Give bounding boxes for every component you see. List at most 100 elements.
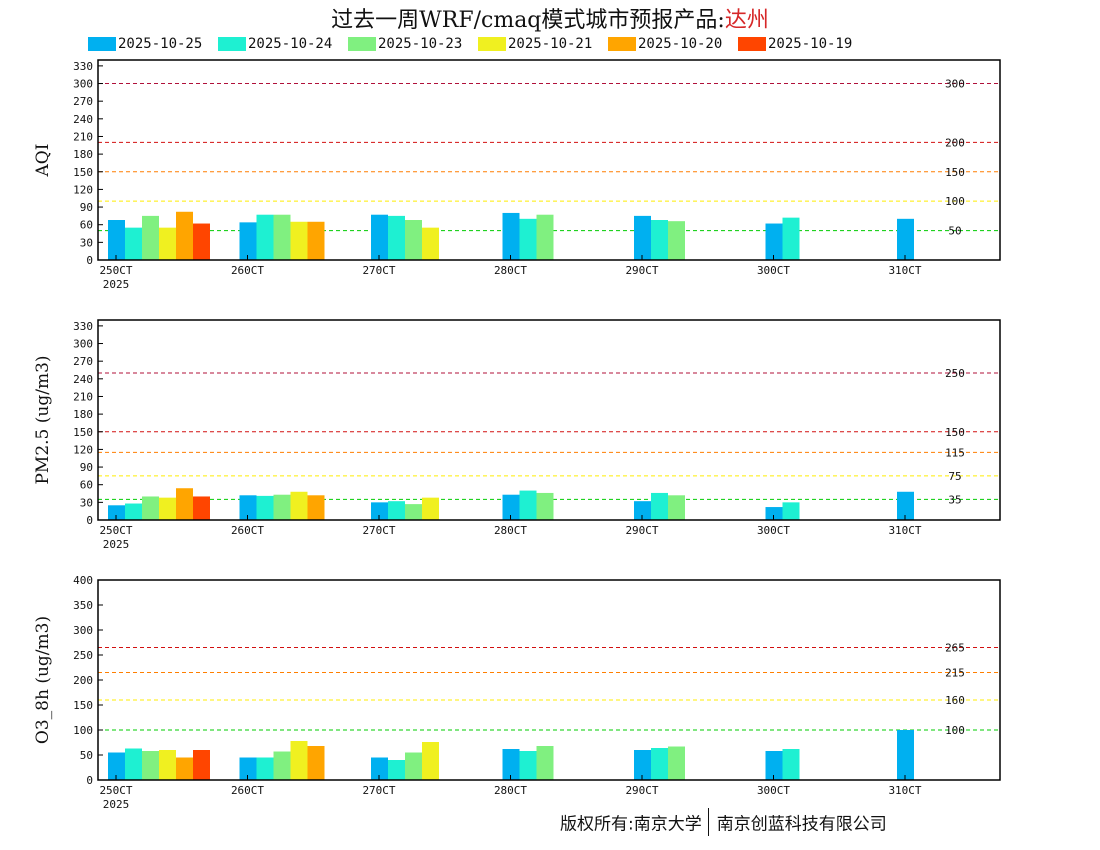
legend-label: 2025-10-23 bbox=[378, 36, 463, 52]
x-tick-sublabel: 2025 bbox=[103, 798, 130, 811]
bar bbox=[668, 221, 685, 260]
legend-label: 2025-10-25 bbox=[118, 36, 203, 52]
bar bbox=[239, 222, 257, 260]
copyright-right: 南京创蓝科技有限公司 bbox=[716, 814, 887, 835]
x-tick-label: 250CT bbox=[99, 524, 132, 537]
y-tick-label: 150 bbox=[73, 166, 93, 179]
threshold-label: 100 bbox=[945, 195, 965, 208]
y-tick-label: 240 bbox=[73, 113, 93, 126]
y-tick-label: 60 bbox=[80, 479, 93, 492]
bar bbox=[405, 752, 422, 780]
bar bbox=[273, 214, 291, 260]
chart-title: 过去一周WRF/cmaq模式城市预报产品:达州 bbox=[0, 2, 1100, 34]
y-tick-label: 210 bbox=[73, 130, 93, 143]
bar bbox=[765, 507, 783, 520]
x-tick-label: 310CT bbox=[888, 264, 921, 277]
y-tick-label: 210 bbox=[73, 390, 93, 403]
bar bbox=[405, 504, 422, 520]
y-axis-label: O3_8h (ug/m3) bbox=[33, 616, 53, 744]
y-tick-label: 100 bbox=[73, 724, 93, 737]
bar bbox=[176, 757, 193, 780]
y-tick-label: 150 bbox=[73, 426, 93, 439]
y-axis-label: PM2.5 (ug/m3) bbox=[33, 355, 53, 484]
legend-swatch bbox=[218, 37, 246, 51]
bar bbox=[256, 495, 274, 520]
bar bbox=[519, 490, 537, 520]
bar bbox=[307, 746, 325, 780]
x-tick-label: 280CT bbox=[494, 264, 527, 277]
bar bbox=[176, 488, 193, 520]
x-tick-label: 270CT bbox=[362, 264, 395, 277]
threshold-label: 160 bbox=[945, 694, 965, 707]
bar bbox=[634, 215, 651, 260]
legend-label: 2025-10-19 bbox=[768, 36, 853, 52]
bar bbox=[290, 221, 308, 260]
x-tick-label: 290CT bbox=[625, 264, 658, 277]
copyright: 版权所有:南京大学 南京创蓝科技有限公司 bbox=[560, 808, 887, 838]
bar bbox=[782, 749, 800, 780]
threshold-label: 35 bbox=[948, 493, 961, 506]
bar bbox=[668, 495, 685, 520]
y-tick-label: 330 bbox=[73, 60, 93, 73]
bar bbox=[371, 214, 388, 260]
bar bbox=[290, 491, 308, 520]
y-tick-label: 30 bbox=[80, 496, 93, 509]
y-tick-label: 90 bbox=[80, 461, 93, 474]
bar bbox=[273, 494, 291, 520]
y-tick-label: 0 bbox=[86, 514, 93, 527]
threshold-label: 115 bbox=[945, 446, 965, 459]
legend-label: 2025-10-21 bbox=[508, 36, 593, 52]
threshold-label: 100 bbox=[945, 724, 965, 737]
x-tick-label: 290CT bbox=[625, 524, 658, 537]
y-tick-label: 200 bbox=[73, 674, 93, 687]
bar bbox=[651, 748, 668, 780]
y-tick-label: 150 bbox=[73, 699, 93, 712]
y-tick-label: 0 bbox=[86, 254, 93, 267]
bar bbox=[108, 505, 125, 520]
bar bbox=[502, 749, 520, 780]
threshold-label: 150 bbox=[945, 426, 965, 439]
bar bbox=[142, 215, 159, 260]
x-tick-label: 260CT bbox=[231, 784, 264, 797]
bar bbox=[290, 741, 308, 780]
bar bbox=[388, 215, 405, 260]
x-tick-label: 310CT bbox=[888, 524, 921, 537]
legend-label: 2025-10-24 bbox=[248, 36, 333, 52]
threshold-label: 300 bbox=[945, 78, 965, 91]
threshold-label: 50 bbox=[948, 225, 961, 238]
y-tick-label: 50 bbox=[80, 749, 93, 762]
legend-swatch bbox=[738, 37, 766, 51]
bar bbox=[193, 496, 210, 520]
copyright-separator bbox=[707, 808, 709, 836]
bar bbox=[371, 502, 388, 520]
threshold-label: 215 bbox=[945, 667, 965, 680]
y-tick-label: 0 bbox=[86, 774, 93, 787]
x-tick-label: 260CT bbox=[231, 264, 264, 277]
y-tick-label: 250 bbox=[73, 649, 93, 662]
legend-swatch bbox=[478, 37, 506, 51]
y-tick-label: 90 bbox=[80, 201, 93, 214]
legend-swatch bbox=[88, 37, 116, 51]
bar bbox=[388, 760, 405, 780]
bar bbox=[307, 495, 325, 520]
bar bbox=[405, 220, 422, 260]
bar bbox=[668, 746, 685, 780]
bar bbox=[108, 220, 125, 260]
y-tick-label: 350 bbox=[73, 599, 93, 612]
plot-frame bbox=[97, 59, 1001, 261]
y-tick-label: 330 bbox=[73, 320, 93, 333]
y-tick-label: 400 bbox=[73, 574, 93, 587]
x-tick-label: 250CT bbox=[99, 784, 132, 797]
bar bbox=[159, 497, 176, 520]
bar bbox=[273, 751, 291, 780]
y-tick-label: 270 bbox=[73, 95, 93, 108]
bar bbox=[651, 492, 668, 520]
bar bbox=[536, 214, 554, 260]
x-tick-label: 300CT bbox=[757, 524, 790, 537]
bar bbox=[125, 227, 142, 260]
bar bbox=[519, 751, 537, 780]
bar bbox=[125, 748, 142, 780]
x-tick-label: 300CT bbox=[757, 784, 790, 797]
y-tick-label: 120 bbox=[73, 183, 93, 196]
